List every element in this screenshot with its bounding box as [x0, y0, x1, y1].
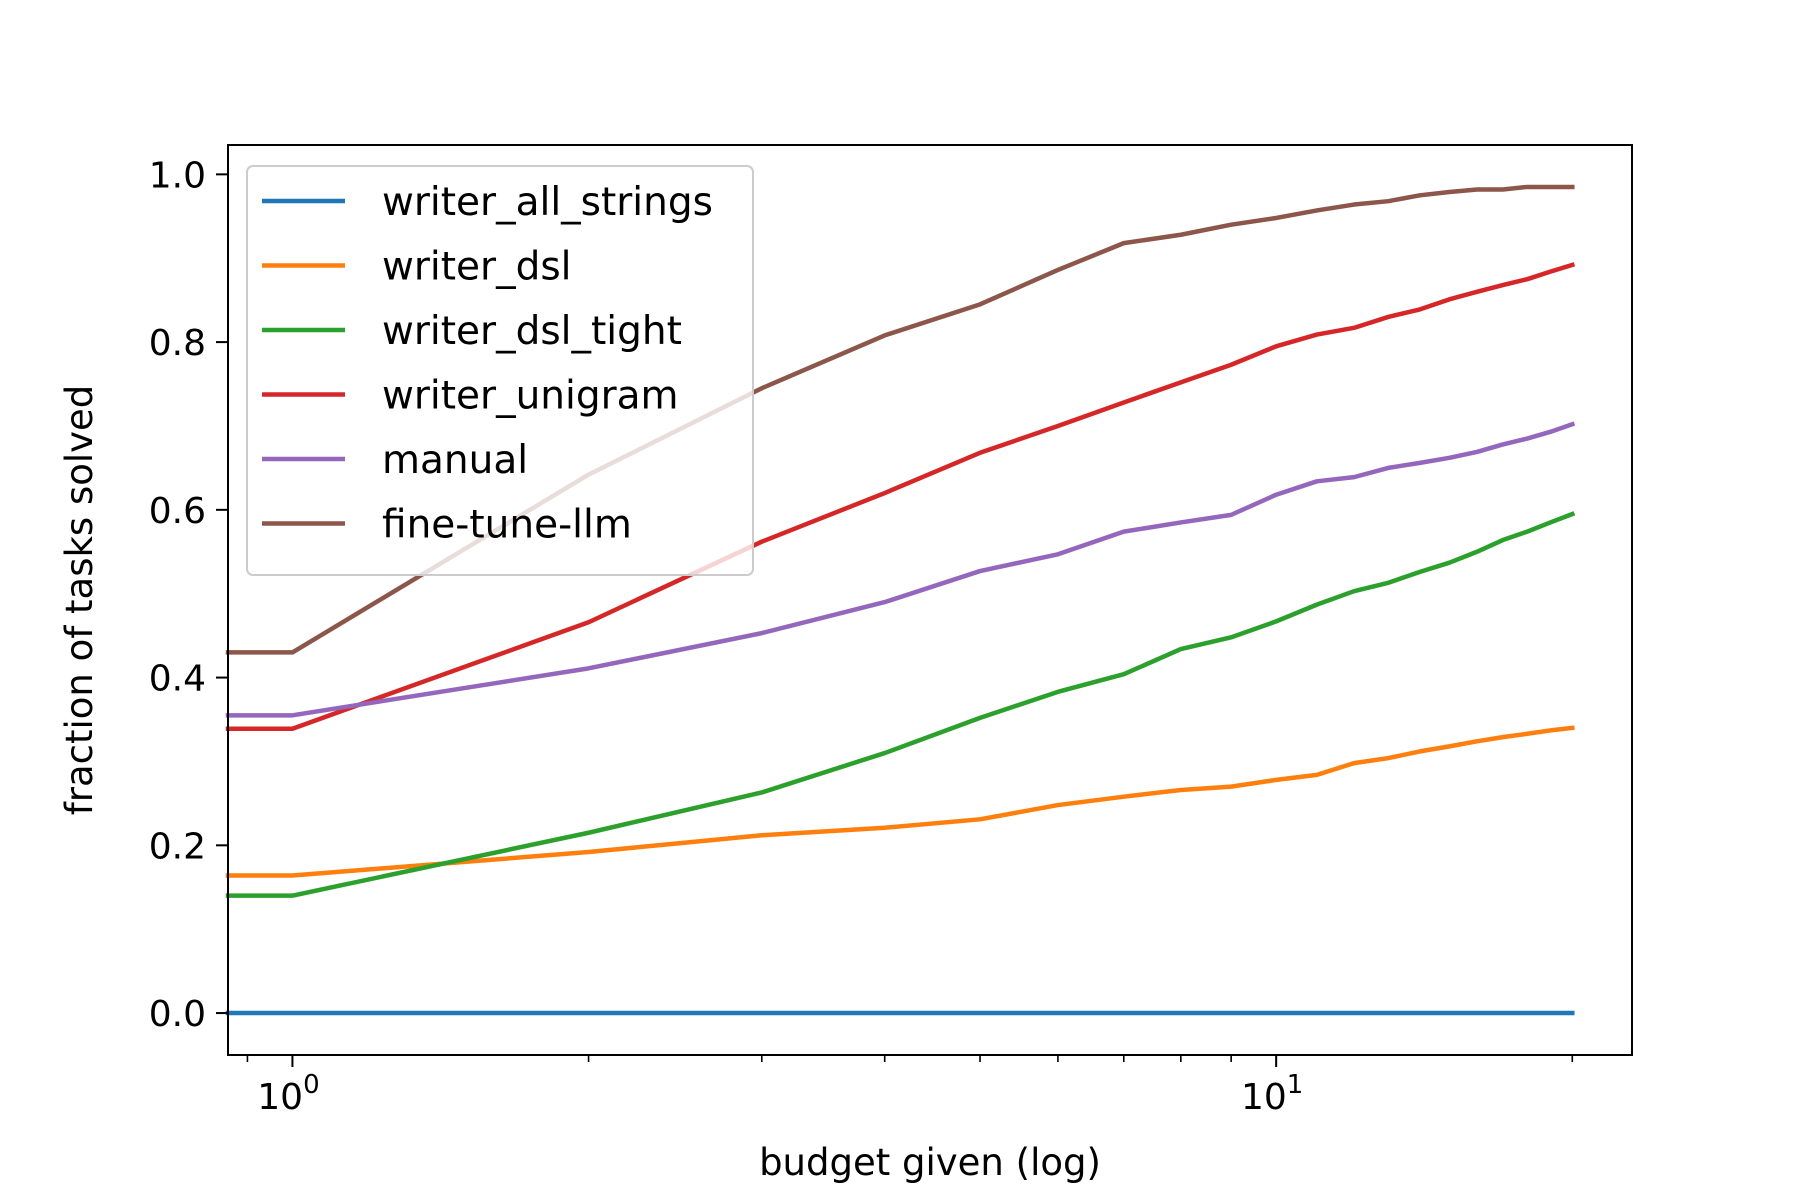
legend-label: writer_dsl	[382, 245, 572, 290]
y-tick-label: 0.2	[149, 826, 206, 867]
series-line-writer_dsl	[225, 725, 1575, 878]
legend-label: writer_all_strings	[382, 180, 713, 225]
series-line-writer_dsl_tight	[225, 511, 1576, 898]
y-tick-label: 0.0	[149, 994, 206, 1035]
x-axis-label: budget given (log)	[759, 1141, 1101, 1184]
x-tick-base: 10	[257, 1077, 303, 1118]
y-axis-label: fraction of tasks solved	[58, 385, 101, 816]
x-tick-label: 100	[257, 1070, 319, 1118]
legend-label: manual	[382, 438, 528, 483]
plot-frame	[227, 144, 1633, 1056]
legend-label: fine-tune-llm	[382, 503, 632, 548]
series-lines	[225, 184, 1576, 1016]
legend: writer_all_strings writer_dsl writer_dsl_t…	[246, 165, 754, 576]
y-tick-label: 1.0	[149, 155, 206, 196]
legend-label: writer_dsl_tight	[382, 309, 682, 354]
series-line-writer_unigram	[225, 262, 1576, 731]
x-tick-exponent: 0	[303, 1070, 320, 1100]
y-tick-label: 0.4	[149, 659, 206, 700]
y-tick-label: 0.6	[149, 491, 206, 532]
series-line-fine-tune-llm	[225, 184, 1575, 655]
x-tick-label: 101	[1241, 1070, 1303, 1118]
x-tick-base: 10	[1241, 1077, 1287, 1118]
x-tick-exponent: 1	[1287, 1070, 1304, 1100]
legend-label: writer_unigram	[382, 374, 679, 419]
legend-box	[246, 165, 754, 576]
series-line-manual	[225, 421, 1576, 718]
y-tick-label: 0.8	[149, 323, 206, 364]
